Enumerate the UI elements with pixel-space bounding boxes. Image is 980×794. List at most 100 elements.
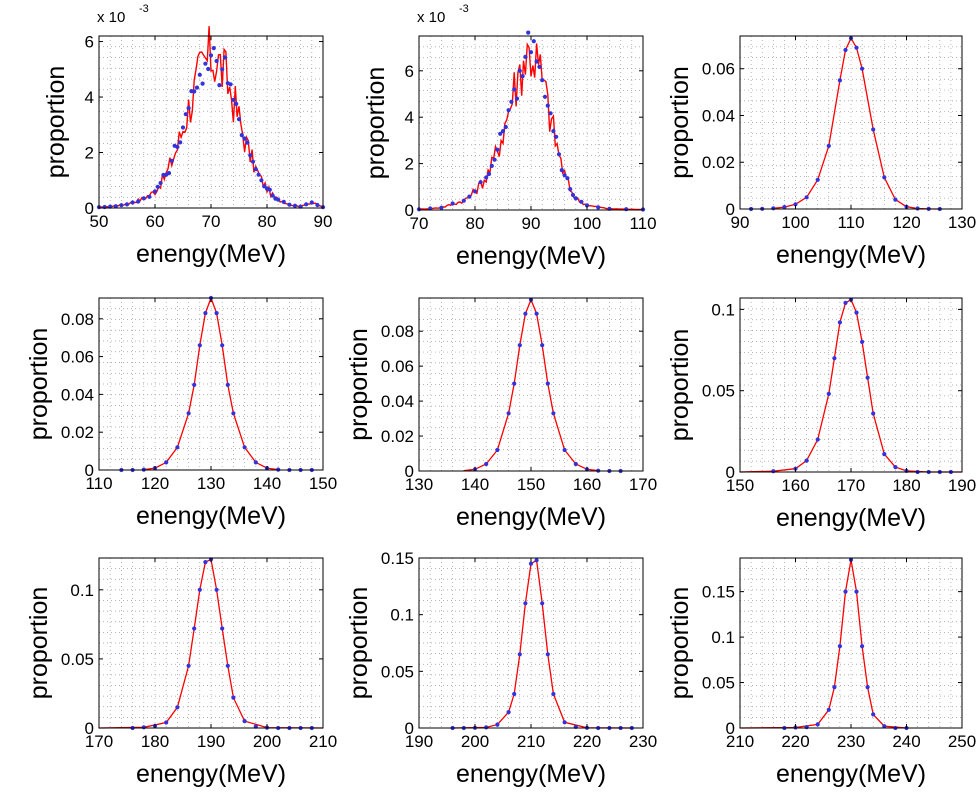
y-tick-label: 0.02 — [381, 427, 414, 446]
data-point — [865, 685, 870, 690]
y-tick-label: 4 — [85, 88, 94, 107]
y-tick-label: 0.1 — [711, 300, 735, 319]
data-point — [837, 320, 843, 325]
data-point — [225, 663, 230, 668]
data-point — [262, 184, 267, 189]
x-tick-label: 220 — [573, 732, 601, 751]
chart-panel-1: 50 60 70 80 90 0 2 4 6x 10 -3 enengy(MeV) proportio… — [42, 3, 332, 268]
data-point — [250, 159, 256, 164]
data-point — [559, 168, 564, 173]
data-point — [512, 87, 517, 92]
data-point — [551, 411, 556, 416]
data-point — [498, 131, 503, 136]
y-tick-label: 0.04 — [381, 392, 414, 411]
data-point — [194, 85, 200, 90]
data-point — [253, 167, 258, 172]
data-point — [523, 311, 528, 316]
data-point — [270, 193, 275, 198]
data-point — [220, 343, 225, 348]
data-point — [124, 202, 130, 207]
data-point — [860, 644, 865, 649]
y-tick-label: 0 — [85, 461, 94, 480]
data-point — [253, 460, 258, 465]
data-point — [517, 68, 522, 73]
x-tick-label: 140 — [253, 474, 281, 493]
data-point — [495, 447, 500, 453]
data-point — [217, 83, 222, 88]
data-point — [826, 391, 831, 396]
data-point — [506, 710, 511, 715]
data-point — [568, 187, 573, 192]
y-exponent-base: x 10 — [417, 9, 445, 26]
y-tick-label: 0 — [726, 719, 735, 738]
data-point — [281, 199, 286, 204]
data-point — [506, 108, 511, 113]
x-tick-label: 70 — [410, 214, 429, 233]
y-tick-label: 0.05 — [702, 674, 735, 693]
x-tick-label: 180 — [892, 476, 920, 495]
data-point — [200, 81, 205, 86]
data-point — [624, 207, 629, 212]
data-point — [489, 163, 494, 168]
series-line — [418, 41, 643, 211]
data-point — [843, 300, 848, 305]
data-point — [197, 72, 202, 77]
data-point — [782, 205, 787, 210]
y-tick-label: 0 — [726, 200, 735, 219]
data-point — [551, 691, 556, 697]
data-point — [893, 465, 898, 470]
y-tick-label: 0.06 — [61, 348, 94, 367]
data-point — [771, 206, 776, 211]
data-point — [239, 133, 244, 138]
data-point — [562, 447, 567, 453]
y-axis-label: proportion — [42, 66, 70, 179]
y-axis-label: proportion — [362, 67, 390, 180]
data-point — [197, 343, 202, 348]
data-point — [189, 89, 194, 94]
x-tick-label: 90 — [314, 212, 333, 231]
data-point — [158, 180, 163, 186]
chart-panel-5: 130 140 150 160 170 0 0.02 0.04 0.06 0.08 enengy(M… — [345, 297, 657, 531]
data-point — [826, 707, 831, 712]
data-point — [500, 129, 506, 134]
data-point — [147, 194, 152, 199]
data-point — [478, 180, 483, 185]
data-point — [164, 720, 169, 725]
data-point — [882, 724, 887, 729]
y-tick-label: 2 — [85, 144, 94, 163]
data-point — [166, 171, 172, 176]
y-tick-label: 2 — [405, 155, 414, 174]
x-tick-label: 230 — [629, 732, 657, 751]
data-point — [528, 561, 534, 566]
data-point — [152, 189, 158, 194]
data-point — [804, 725, 809, 730]
data-point — [245, 140, 250, 145]
data-point — [579, 199, 584, 204]
chart-panel-9: 210 220 230 240 250 0 0.05 0.1 0.15 enengy(MeV) pr… — [666, 557, 976, 788]
data-point — [234, 101, 239, 106]
data-point — [548, 111, 553, 116]
x-tick-label: 150 — [517, 475, 545, 494]
chart-panel-7: 170 180 190 200 210 0 0.05 0.1 enengy(MeV) propor… — [25, 557, 337, 788]
x-axis-label: enengy(MeV) — [776, 504, 926, 532]
chart-panel-2: 70 80 90 100 110 0 2 4 6 x 10 -3 enengy(MeV) proport… — [362, 3, 657, 270]
data-point — [287, 202, 292, 207]
x-tick-label: 80 — [258, 212, 277, 231]
data-point — [169, 158, 174, 163]
data-point — [832, 356, 837, 361]
y-exponent-base: x 10 — [97, 9, 125, 26]
data-point — [815, 437, 820, 442]
data-point — [562, 720, 567, 725]
y-axis-label: proportion — [666, 329, 694, 442]
data-point — [203, 61, 208, 66]
data-point — [534, 59, 539, 64]
data-point — [183, 112, 188, 117]
x-tick-label: 180 — [141, 732, 169, 751]
data-point — [467, 194, 472, 199]
y-tick-label: 4 — [405, 108, 414, 127]
data-point — [512, 691, 517, 697]
data-point — [562, 173, 567, 178]
x-axis-label: enengy(MeV) — [136, 760, 286, 788]
data-point — [570, 192, 576, 198]
data-point — [472, 189, 478, 194]
